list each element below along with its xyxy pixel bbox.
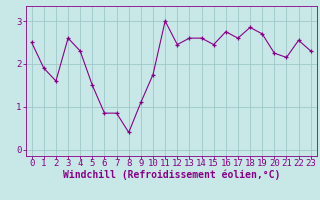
X-axis label: Windchill (Refroidissement éolien,°C): Windchill (Refroidissement éolien,°C) [62,169,280,180]
